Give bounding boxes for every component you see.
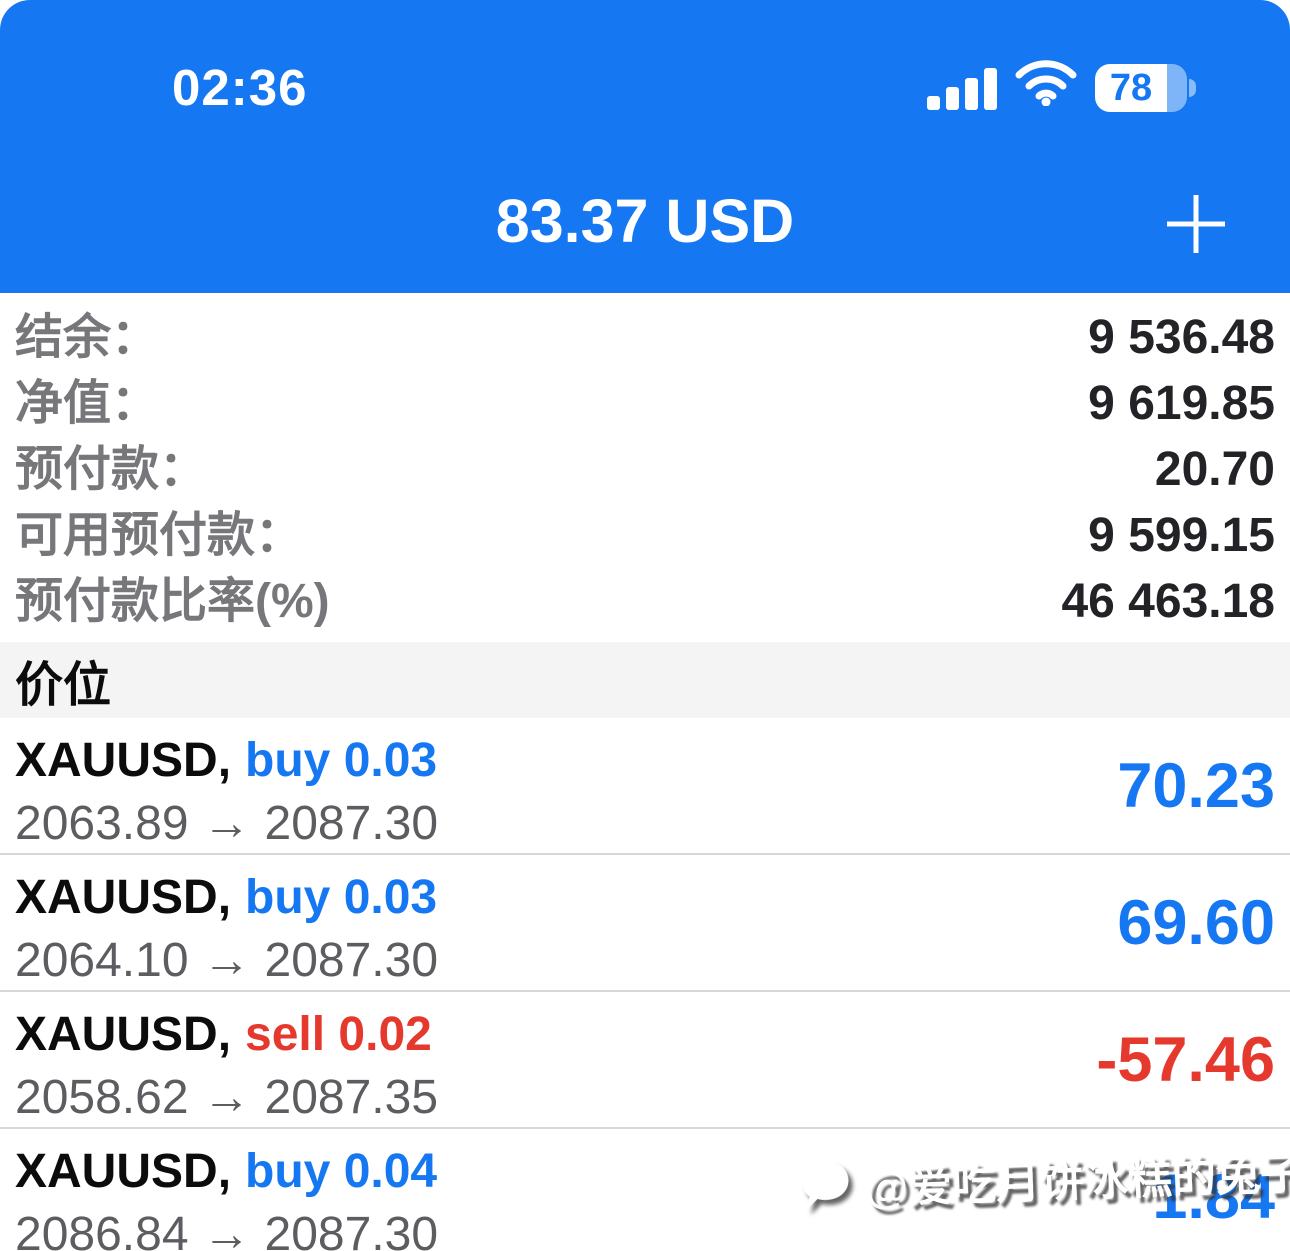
position-row[interactable]: XAUUSD, buy 0.03 2063.89 → 2087.30 70.23 bbox=[0, 718, 1290, 855]
position-side-volume: buy 0.03 bbox=[245, 734, 438, 787]
current-price: 2087.35 bbox=[264, 1071, 439, 1124]
arrow-right-icon: → bbox=[202, 1071, 251, 1124]
account-summary-row: 净值： 9 619.85 bbox=[0, 373, 1290, 439]
account-field-value: 20.70 bbox=[1154, 443, 1275, 496]
status-icons: 78 bbox=[927, 60, 1196, 112]
position-symbol: XAUUSD, bbox=[15, 1145, 232, 1198]
battery-percent: 78 bbox=[1095, 64, 1167, 112]
position-price-line: 2063.89 → 2087.30 bbox=[15, 796, 438, 851]
plus-icon bbox=[1167, 195, 1225, 253]
battery-empty-part bbox=[1167, 64, 1187, 112]
position-price-line: 2064.10 → 2087.30 bbox=[15, 933, 438, 988]
account-field-value: 9 536.48 bbox=[1088, 311, 1275, 364]
status-bar: 02:36 78 bbox=[0, 56, 1290, 120]
battery-icon: 78 bbox=[1095, 64, 1196, 112]
positions-list: XAUUSD, buy 0.03 2063.89 → 2087.30 70.23 XA… bbox=[0, 718, 1290, 1251]
account-summary-row: 预付款比率(%) 46 463.18 bbox=[0, 571, 1290, 637]
position-symbol: XAUUSD, bbox=[15, 734, 232, 787]
account-field-label: 预付款： bbox=[15, 443, 208, 496]
position-title-line: XAUUSD, buy 0.03 bbox=[15, 733, 437, 788]
account-field-value: 46 463.18 bbox=[1061, 575, 1275, 628]
positions-section-title: 价位 bbox=[15, 659, 112, 712]
arrow-right-icon: → bbox=[202, 797, 251, 850]
position-side-volume: sell 0.02 bbox=[245, 1008, 432, 1061]
account-summary: 结余： 9 536.48 净值： 9 619.85 预付款： 20.70 可用预… bbox=[0, 293, 1290, 637]
arrow-right-icon: → bbox=[202, 1208, 251, 1251]
account-field-label: 可用预付款： bbox=[15, 509, 304, 562]
wifi-icon bbox=[1015, 60, 1077, 111]
open-price: 2064.10 bbox=[15, 934, 189, 987]
position-title-line: XAUUSD, sell 0.02 bbox=[15, 1007, 432, 1062]
position-row[interactable]: XAUUSD, buy 0.03 2064.10 → 2087.30 69.60 bbox=[0, 855, 1290, 992]
account-balance-title: 83.37 USD bbox=[495, 187, 795, 255]
battery-cap bbox=[1189, 79, 1196, 97]
open-price: 2058.62 bbox=[15, 1071, 189, 1124]
account-field-label: 预付款比率(%) bbox=[15, 575, 330, 628]
position-row[interactable]: XAUUSD, buy 0.04 2086.84 → 2087.30 1.84 bbox=[0, 1129, 1290, 1251]
current-price: 2087.30 bbox=[264, 934, 439, 987]
account-summary-row: 可用预付款： 9 599.15 bbox=[0, 505, 1290, 571]
account-field-value: 9 619.85 bbox=[1088, 377, 1275, 430]
header-title-row: 83.37 USD bbox=[0, 186, 1290, 266]
position-row[interactable]: XAUUSD, sell 0.02 2058.62 → 2087.35 -57.46 bbox=[0, 992, 1290, 1129]
current-price: 2087.30 bbox=[264, 797, 439, 850]
account-summary-row: 结余： 9 536.48 bbox=[0, 307, 1290, 373]
position-side-volume: buy 0.03 bbox=[245, 871, 438, 924]
account-field-label: 净值： bbox=[15, 377, 160, 430]
open-price: 2086.84 bbox=[15, 1208, 189, 1251]
position-profit: 70.23 bbox=[1117, 750, 1275, 821]
status-time: 02:36 bbox=[172, 59, 308, 116]
position-price-line: 2058.62 → 2087.35 bbox=[15, 1070, 438, 1125]
account-header: 02:36 78 83.37 USD bbox=[0, 0, 1290, 293]
arrow-right-icon: → bbox=[202, 934, 251, 987]
cellular-signal-icon bbox=[927, 64, 997, 112]
open-price: 2063.89 bbox=[15, 797, 189, 850]
position-profit: 69.60 bbox=[1117, 887, 1275, 958]
add-account-button[interactable] bbox=[1164, 192, 1228, 256]
position-title-line: XAUUSD, buy 0.03 bbox=[15, 870, 437, 925]
position-profit: -57.46 bbox=[1096, 1024, 1275, 1095]
account-summary-row: 预付款： 20.70 bbox=[0, 439, 1290, 505]
account-field-value: 9 599.15 bbox=[1088, 509, 1275, 562]
current-price: 2087.30 bbox=[264, 1208, 439, 1251]
position-title-line: XAUUSD, buy 0.04 bbox=[15, 1144, 437, 1199]
position-side-volume: buy 0.04 bbox=[245, 1145, 438, 1198]
position-profit: 1.84 bbox=[1152, 1161, 1275, 1232]
account-field-label: 结余： bbox=[15, 311, 160, 364]
positions-section-bar: 价位 bbox=[0, 642, 1290, 718]
position-symbol: XAUUSD, bbox=[15, 871, 232, 924]
position-price-line: 2086.84 → 2087.30 bbox=[15, 1207, 438, 1251]
position-symbol: XAUUSD, bbox=[15, 1008, 232, 1061]
